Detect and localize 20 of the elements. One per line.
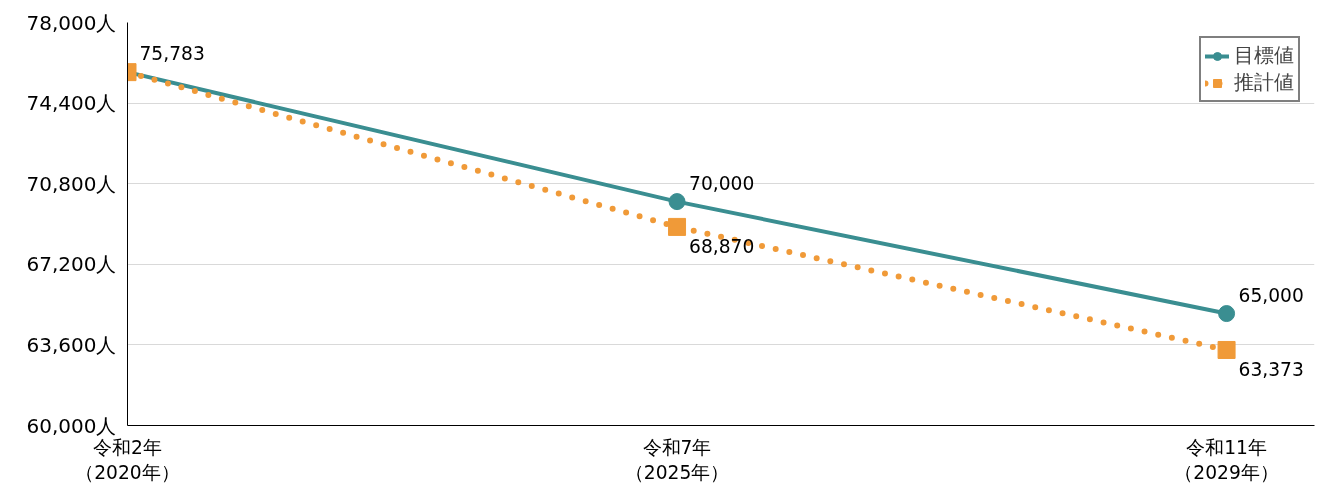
point [668, 193, 686, 211]
y-tick-label: 78,000人 [26, 10, 117, 35]
x-tick-label: 令和2年（2020年） [75, 436, 180, 483]
x-tick-label: 令和7年（2025年） [624, 436, 730, 483]
data-label: 68,870 [689, 235, 755, 257]
y-tick-label: 60,000人 [26, 413, 117, 438]
point [1218, 305, 1236, 323]
legend-label: 推計値 [1234, 69, 1294, 96]
data-label: 75,783 [139, 43, 205, 65]
legend-label: 目標値 [1234, 42, 1294, 69]
y-tick-label: 74,400人 [26, 91, 117, 116]
data-label: 65,000 [1238, 284, 1304, 306]
x-tick-label: 令和11年（2029年） [1174, 436, 1279, 483]
y-tick-label: 70,800人 [26, 171, 117, 196]
point [668, 217, 687, 236]
data-label: 70,000 [689, 172, 755, 194]
y-tick-label: 67,200人 [26, 252, 117, 277]
y-tick-label: 63,600人 [26, 332, 117, 357]
point [1217, 340, 1236, 359]
data-label: 63,373 [1238, 358, 1304, 380]
